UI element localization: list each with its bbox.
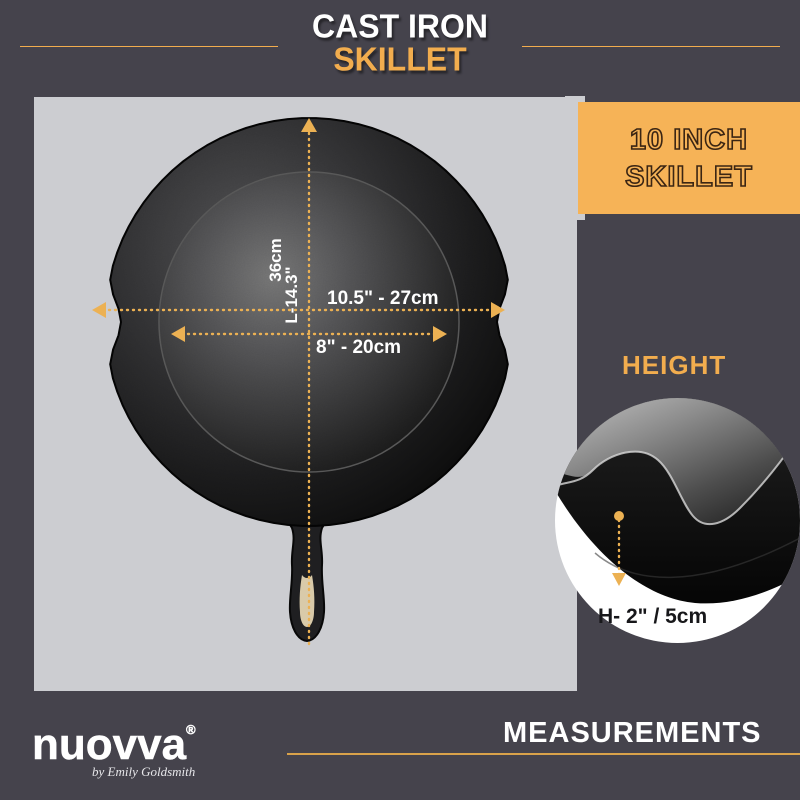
svg-text:36cm: 36cm [266, 238, 285, 281]
svg-text:8" - 20cm: 8" - 20cm [316, 337, 401, 358]
svg-text:10.5" - 27cm: 10.5" - 27cm [327, 288, 438, 309]
